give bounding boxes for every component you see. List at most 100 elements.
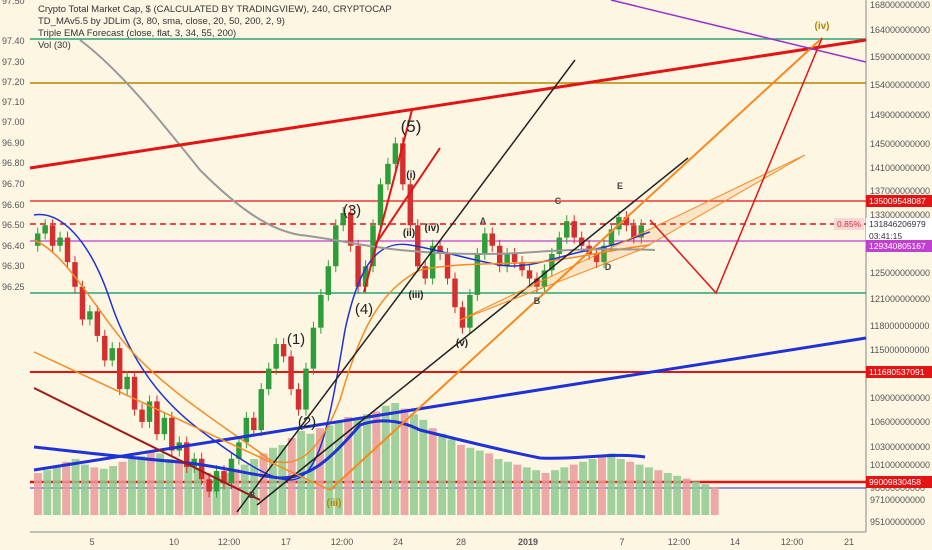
candle [206,479,212,492]
volume-bar [485,453,494,515]
price-label: 135009548087 [869,196,926,206]
volume-bar [673,475,682,515]
volume-bar [532,470,541,515]
left-tick-label: 97.00 [2,117,25,127]
candle [482,233,488,254]
red-wave-5b [374,147,441,246]
wave-label: E [617,181,623,191]
candle [608,229,615,246]
candle [243,417,250,443]
right-tick-label: 137000000000 [870,186,930,196]
volume-bar [400,408,409,515]
candle [564,221,570,238]
blue-support-line [33,336,867,472]
volume-bar [109,466,118,515]
candle [377,184,384,226]
volume-bar [259,453,268,515]
volume-bar [231,468,240,515]
candle [184,442,190,467]
volume-bar [692,481,700,515]
price-label-box [866,240,932,252]
candle [407,184,414,226]
candle [94,311,101,336]
volume-bar [607,453,616,515]
time-tick-label: 10 [169,537,179,547]
legend-symbol: Crypto Total Market Cap, $ (CALCULATED B… [38,4,392,15]
price-label: 129340805167 [869,241,926,251]
candle [623,217,630,226]
volume-bar [494,459,503,515]
wave-label: (v) [456,338,468,349]
volume-bar [250,459,259,515]
wave-label: (5) [401,117,422,136]
right-tick-label: 164000000000 [870,25,930,35]
volume-bar [551,470,559,515]
left-tick-label: 97.40 [2,36,25,46]
candle [139,409,145,422]
right-tick-label: 109000000000 [870,393,930,403]
right-tick-label: 121000000000 [870,294,930,304]
volume-bar [588,459,597,515]
time-tick-label: 17 [281,537,291,547]
volume-bar [240,464,249,515]
candle [154,401,160,435]
volume-bar [325,425,334,515]
wave-label: (2) [298,414,316,431]
volume-bar [701,484,710,515]
triangle-pattern [459,154,806,321]
right-tick-label: 168000000000 [870,0,930,10]
candle [422,266,428,279]
candle [64,237,71,263]
wave-label: (3) [343,202,361,219]
price-label-box [866,366,932,378]
volume-bar [475,450,484,515]
candle [116,348,123,390]
candle [273,344,279,369]
candle [169,417,175,451]
right-tick-label: 149000000000 [870,110,930,120]
volume-bar [222,473,230,515]
price-label: 99009830458 [869,477,921,487]
wave-label: B [534,296,541,306]
volume-bar [635,464,644,515]
ma-20-line [33,213,651,481]
left-tick-label: 97.30 [2,57,25,67]
candle [504,253,510,267]
volume-bar [128,459,136,515]
candle [452,278,458,308]
candle [340,212,346,226]
candle [333,225,339,267]
ma-50-line [33,239,651,464]
black-channel-lower [256,157,689,506]
volume-bar [654,470,663,515]
candle [459,307,466,328]
red-projection-path [649,37,823,295]
volume-bar [344,417,353,515]
candle [87,311,93,320]
volume-bar [99,468,108,515]
red-resistance-line [29,38,867,170]
left-tick-label: 96.50 [2,220,25,230]
volume-bar [598,456,606,515]
volume-bar [193,467,202,515]
right-tick-label: 97100000000 [870,495,925,505]
volume-bar [175,461,183,515]
candle [437,245,443,254]
legend-triple-ema: Triple EMA Forecast (close, flat, 3, 34,… [38,28,237,39]
candle [578,237,585,246]
legend-td-ma: TD_MAv5.5 by JDLim (3, 80, sma, close, 2… [38,16,285,27]
wave-label: B [249,490,256,500]
candle [131,376,138,410]
right-tick-label: 118000000000 [870,321,929,331]
volume-bar [410,414,418,515]
volume-bar [81,464,89,515]
candle [42,225,48,234]
candle [362,266,369,287]
left-axis [0,0,30,550]
right-tick-label: 154000000000 [870,80,930,90]
candle [251,417,257,431]
volume-bar [334,422,343,515]
volume-bar [569,464,578,515]
right-tick-label: 125000000000 [870,268,930,278]
